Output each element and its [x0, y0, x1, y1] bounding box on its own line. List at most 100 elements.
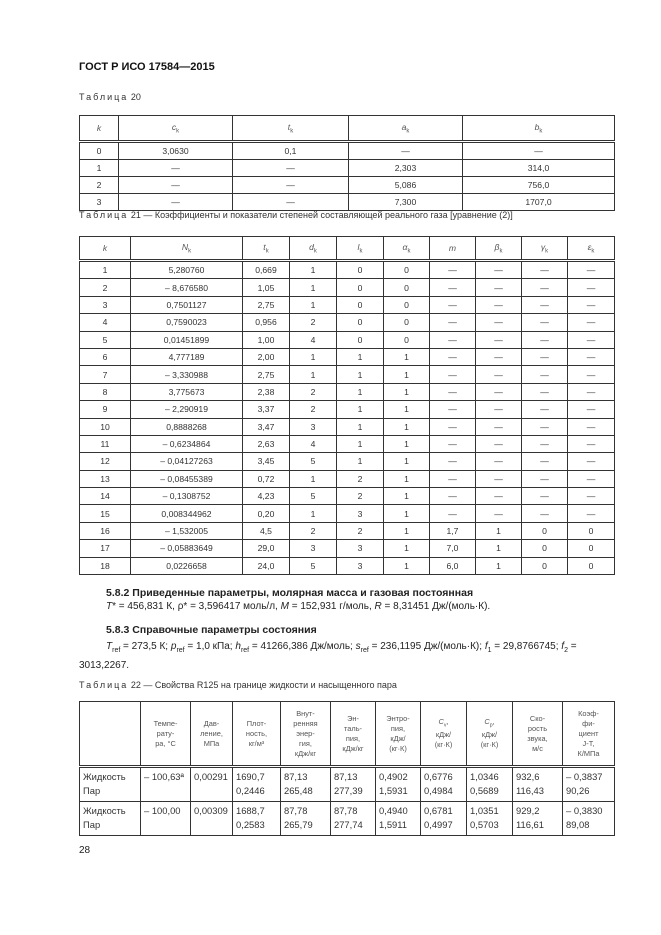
column-header: dk — [289, 236, 337, 262]
table-cell: — — [429, 365, 476, 384]
table-cell: 2,75 — [242, 365, 290, 384]
table-cell: — — [567, 295, 615, 315]
column-header: Дав- ление, МПа — [190, 701, 233, 768]
table-cell: — — [475, 417, 522, 436]
table-cell: 1 — [336, 382, 384, 402]
variable: β — [494, 241, 500, 252]
table-cell: 3 — [289, 539, 337, 558]
table-cell: 9 — [79, 400, 131, 419]
table-cell: — — [475, 278, 522, 297]
table-cell: 1 — [336, 417, 384, 436]
table-cell: 24,0 — [242, 556, 290, 576]
table-cell: — — [429, 434, 476, 454]
table-cell: — — [429, 452, 476, 471]
table-cell: 1 — [336, 347, 384, 367]
table-cell: 87,78 265,79 — [280, 801, 331, 836]
column-header: εk — [567, 236, 615, 262]
table-cell: 5 — [289, 487, 337, 506]
table-cell: 17 — [79, 539, 131, 558]
variable: h — [235, 641, 241, 652]
table-cell: 11 — [79, 434, 131, 454]
table-cell: 2,38 — [242, 382, 290, 402]
table-header-row: k Nk tk dk lk αk m βk γk εk — [79, 236, 615, 262]
table-cell: 0 — [336, 313, 384, 332]
text: , кДж/ (кг·К) — [480, 716, 499, 750]
text: Плот- ность, кг/м³ — [245, 718, 268, 748]
table-row: 17– 0,05883649 29,0 3 3 1 7,0 1 0 0 — [79, 539, 615, 558]
variable: k — [102, 243, 108, 253]
table-cell: 0,00309 — [190, 801, 233, 836]
table-cell: 5 — [289, 452, 337, 471]
table-row: 13– 0,08455389 0,72 1 2 1— — — — — [79, 469, 615, 489]
table-cell: 1 — [383, 365, 430, 384]
table-cell: Жидкость Пар — [79, 801, 141, 836]
subscript: k — [407, 248, 411, 255]
table-cell: 0 — [521, 556, 568, 576]
table-cell: 1707,0 — [462, 193, 615, 211]
table-cell: — — [232, 193, 349, 211]
table-cell: 5 — [79, 330, 131, 349]
table-cell: 4,23 — [242, 487, 290, 506]
text: = 29,8766745; — [491, 641, 562, 652]
variable: γ — [540, 241, 546, 252]
document-title: ГОСТ Р ИСО 17584—2015 — [79, 61, 215, 73]
table-cell: 0 — [383, 259, 430, 280]
table-cell: – 0,08455389 — [130, 469, 243, 489]
table-cell: 2 — [289, 313, 337, 332]
variable: N — [181, 241, 189, 252]
table-cell: — — [567, 365, 615, 384]
table-cell: 1 — [383, 487, 430, 506]
table-cell: — — [521, 452, 568, 471]
table-cell: 0 — [79, 141, 119, 160]
table-cell: — — [567, 434, 615, 454]
table-cell: – 0,05883649 — [130, 539, 243, 558]
table-row: 10 0,8888268 3,47 3 1 1— — — — — [79, 417, 615, 436]
subscript: 1 — [487, 647, 492, 654]
table-cell: – 1,532005 — [130, 521, 243, 541]
table-cell: 0,669 — [242, 259, 290, 280]
variable: M — [280, 601, 289, 612]
column-header: γk — [521, 236, 568, 262]
table-cell: – 8,676580 — [130, 278, 243, 297]
table-row: 11– 0,6234864 2,63 4 1 1— — — — — [79, 434, 615, 454]
text: * = 456,831 К, ρ* = 3,596417 моль/л, — [112, 601, 281, 612]
table-row: 9– 2,290919 3,37 2 1 1— — — — — [79, 400, 615, 419]
table-cell: — — [521, 347, 568, 367]
column-header: bk — [462, 115, 615, 143]
variable: a — [401, 121, 407, 132]
table-cell: 0 — [567, 521, 615, 541]
table-cell: 0,6781 0,4997 — [420, 801, 467, 836]
table-cell: 87,13 277,39 — [330, 766, 376, 802]
variable: l — [357, 241, 360, 252]
table-cell: 2,00 — [242, 347, 290, 367]
table-cell: 0 — [521, 521, 568, 541]
table-cell: — — [567, 278, 615, 297]
table-cell: 1 — [383, 400, 430, 419]
column-header: Энтро- пия, кДж/ (кг·К) — [375, 701, 421, 768]
table-cell: 1,0351 0,5703 — [466, 801, 513, 836]
table-cell: — — [475, 259, 522, 280]
table-cell: 1,7 — [429, 521, 476, 541]
table-cell: 0,20 — [242, 504, 290, 523]
table-cell: — — [348, 141, 463, 160]
table-cell: — — [567, 469, 615, 489]
table-header-row: k ck tk ak bk — [79, 115, 615, 143]
section-5-8-2-heading: 5.8.2 Приведенные параметры, молярная ма… — [106, 587, 474, 599]
table-cell: — — [567, 330, 615, 349]
table-cell: — — [475, 504, 522, 523]
table-cell: — — [118, 176, 233, 194]
table-cell: 1 — [383, 452, 430, 471]
column-header: Плот- ность, кг/м³ — [232, 701, 281, 768]
table-cell: — — [462, 141, 615, 160]
table-header-row: Темпе- рату- ра, °С Дав- ление, МПа Плот- … — [79, 701, 615, 768]
subscript: k — [406, 128, 410, 135]
table-cell: 1 — [289, 365, 337, 384]
table-cell: — — [429, 487, 476, 506]
table-cell: 1 — [383, 347, 430, 367]
text: = 236,1195 Дж/(моль·К); — [368, 641, 485, 652]
table-row: Жидкость Пар – 100,63ª 0,00291 1690,7 0,244… — [79, 766, 615, 802]
table-21: k Nk tk dk lk αk m βk γk εk 1 5,280760 0,669 1 0 0— — — —2… — [79, 236, 615, 576]
variable: t — [287, 121, 291, 132]
table-cell: – 0,04127263 — [130, 452, 243, 471]
column-header: Cv, кДж/ (кг·К) — [420, 701, 467, 768]
